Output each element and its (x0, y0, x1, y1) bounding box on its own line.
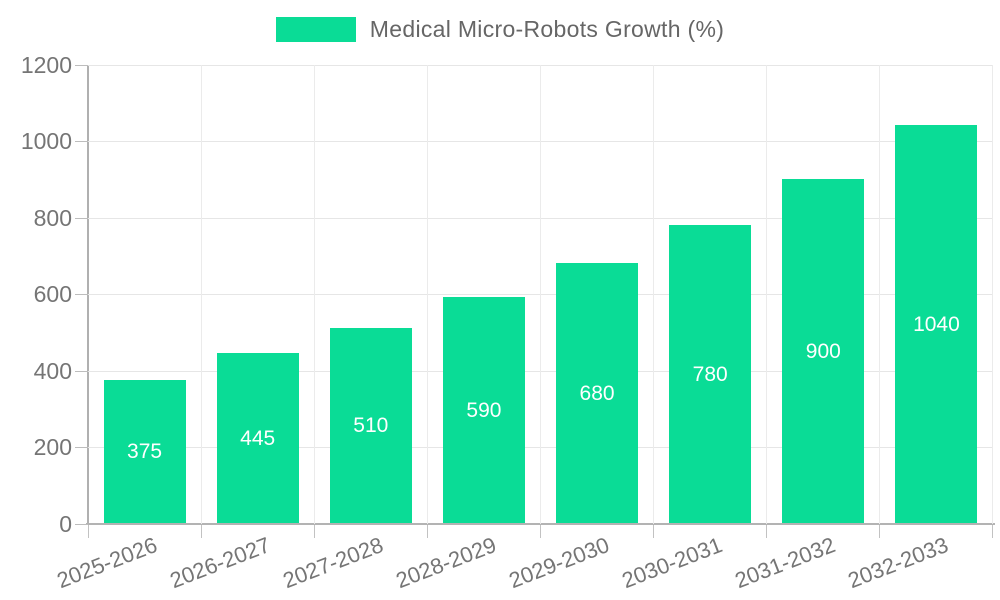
legend[interactable]: Medical Micro-Robots Growth (%) (0, 16, 1000, 43)
x-gridline (200, 65, 202, 524)
legend-swatch (275, 17, 356, 42)
x-axis-line (86, 523, 995, 525)
x-gridline (991, 65, 993, 524)
plot-area: 0 200 400 600 800 1000 1200 375 2025-2026 445 2026… (21, 53, 995, 593)
x-tick-mark (87, 525, 89, 538)
bar-value-label: 780 (692, 362, 728, 386)
bar[interactable] (216, 352, 299, 523)
bar-value-label: 900 (805, 339, 841, 363)
x-tick-mark (313, 525, 315, 538)
y-tick-mark (75, 523, 88, 525)
y-tick-label: 1200 (20, 51, 72, 78)
bar[interactable] (329, 327, 412, 523)
y-tick-label: 200 (33, 434, 72, 460)
bar[interactable] (782, 178, 865, 523)
x-tick-mark (540, 525, 541, 538)
x-gridline (653, 65, 655, 524)
y-tick-label: 400 (33, 357, 72, 384)
x-tick-mark (653, 525, 655, 538)
x-gridline (879, 65, 881, 524)
bar-value-label: 510 (353, 414, 389, 438)
legend-label: Medical Micro-Robots Growth (%) (369, 16, 725, 42)
y-tick-label: 0 (59, 510, 72, 537)
y-tick-label: 800 (33, 204, 72, 231)
x-gridline (313, 65, 315, 524)
bar-value-label: 590 (466, 399, 502, 423)
y-tick-mark (75, 370, 88, 372)
bar[interactable] (669, 224, 752, 523)
x-tick-mark (766, 525, 768, 538)
x-gridline (540, 65, 541, 524)
bar-value-label: 1040 (913, 313, 960, 337)
x-gridline (426, 65, 428, 524)
x-gridline (766, 65, 768, 524)
y-tick-mark (75, 64, 88, 66)
y-tick-mark (75, 141, 88, 142)
x-tick-mark (991, 525, 993, 538)
y-tick-label: 1000 (20, 128, 72, 154)
bar-value-label: 375 (127, 440, 163, 464)
bar-value-label: 445 (240, 426, 276, 450)
y-tick-mark (75, 294, 88, 295)
x-tick-mark (426, 525, 428, 538)
y-tick-mark (75, 447, 88, 448)
x-tick-mark (200, 525, 202, 538)
x-tick-mark (879, 525, 881, 538)
bar[interactable] (556, 262, 639, 523)
bar[interactable] (103, 379, 186, 523)
y-tick-mark (75, 217, 88, 219)
bar[interactable] (895, 125, 978, 523)
bar-value-label: 680 (579, 381, 615, 405)
bar[interactable] (442, 297, 525, 523)
y-tick-label: 600 (33, 281, 72, 307)
